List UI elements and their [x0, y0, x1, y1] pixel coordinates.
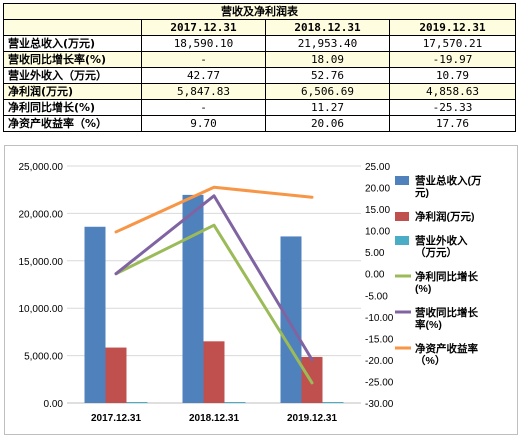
y-right-tick-label: 15.00 — [365, 205, 390, 216]
chart-container[interactable]: 0.00 5,000.00 10,000.00 15,000.00 20,000.00 2… — [4, 145, 518, 435]
y-right-tick-label: 20.00 — [365, 184, 390, 195]
table-cell[interactable]: 5,847.83 — [141, 83, 266, 100]
legend-swatch — [395, 236, 409, 245]
table-title[interactable]: 营收及净利润表 — [3, 3, 516, 20]
table-cell[interactable]: 18,590.10 — [141, 35, 266, 52]
bar — [126, 402, 148, 403]
row-label-nonop-income[interactable]: 营业外收入（万元） — [3, 67, 142, 84]
y-right-tick-label: -15.00 — [365, 334, 394, 345]
legend-label: （%） — [415, 354, 445, 367]
bar — [280, 236, 302, 403]
table-cell[interactable]: 6,506.69 — [265, 83, 390, 100]
table-cell[interactable]: 20.06 — [265, 115, 390, 132]
table-cell[interactable]: 17,570.21 — [389, 35, 516, 52]
series-line — [114, 185, 314, 234]
y-left-tick-label: 10,000.00 — [19, 304, 64, 315]
y-left-tick-label: 15,000.00 — [19, 257, 64, 268]
legend-label: 净利润(万元) — [415, 210, 475, 223]
x-tick-label: 2017.12.31 — [91, 413, 141, 424]
legend-label: 营收同比增长 — [415, 306, 478, 319]
bar — [84, 226, 106, 403]
table-cell[interactable]: -19.97 — [389, 51, 516, 68]
table-cell[interactable]: - — [141, 51, 266, 68]
x-tick-label: 2019.12.31 — [287, 413, 337, 424]
bar — [105, 347, 127, 403]
legend-swatch — [395, 212, 409, 221]
bar — [224, 402, 246, 403]
legend-label: 元) — [415, 187, 429, 199]
series-line — [114, 194, 314, 362]
financial-table: 营收及净利润表 2017.12.31 2018.12.31 2019.12.31… — [3, 3, 516, 132]
table-cell[interactable]: 18.09 — [265, 51, 390, 68]
y-left-tick-label: 25,000.00 — [19, 162, 64, 173]
table-cell[interactable]: 10.79 — [389, 67, 516, 84]
table-cell[interactable]: 17.76 — [389, 115, 516, 132]
legend-label: 率(%) — [415, 318, 442, 331]
table-cell[interactable]: 21,953.40 — [265, 35, 390, 52]
table-cell[interactable]: 42.77 — [141, 67, 266, 84]
legend-label: （万元） — [415, 246, 457, 259]
legend-label: 营业总收入(万 — [415, 174, 482, 187]
legend-label: 营业外收入 — [415, 234, 468, 247]
row-label-revenue[interactable]: 营业总收入(万元) — [3, 35, 142, 52]
bar — [322, 402, 344, 403]
table-cell[interactable]: 4,858.63 — [389, 83, 516, 100]
header-cell-2017[interactable]: 2017.12.31 — [141, 19, 266, 36]
combo-chart[interactable]: 0.00 5,000.00 10,000.00 15,000.00 20,000.00 2… — [5, 146, 517, 434]
header-cell-empty[interactable] — [3, 19, 142, 36]
table-cell[interactable]: 9.70 — [141, 115, 266, 132]
legend-label: 净资产收益率 — [415, 342, 478, 355]
y-right-tick-label: -25.00 — [365, 377, 394, 388]
y-left-tick-label: 0.00 — [44, 399, 64, 410]
row-label-roe[interactable]: 净资产收益率（%） — [3, 115, 142, 132]
legend-label: 净利同比增长 — [415, 270, 478, 283]
y-left-tick-label: 20,000.00 — [19, 209, 64, 220]
table-cell[interactable]: 52.76 — [265, 67, 390, 84]
table-cell[interactable]: -25.33 — [389, 99, 516, 116]
row-label-profit-growth[interactable]: 净利同比增长(%) — [3, 99, 142, 116]
legend-swatch — [395, 176, 409, 185]
legend-label: (%) — [415, 283, 431, 295]
y-left-tick-label: 5,000.00 — [24, 352, 63, 363]
bar — [182, 194, 204, 403]
header-cell-2019[interactable]: 2019.12.31 — [389, 19, 516, 36]
table-cell[interactable]: - — [141, 99, 266, 116]
row-label-net-profit[interactable]: 净利润(万元) — [3, 83, 142, 100]
header-cell-2018[interactable]: 2018.12.31 — [265, 19, 390, 36]
y-right-tick-label: 10.00 — [365, 227, 390, 238]
y-right-tick-label: -10.00 — [365, 313, 394, 324]
y-right-tick-label: 5.00 — [365, 248, 385, 259]
y-right-tick-label: -30.00 — [365, 399, 394, 410]
series-line — [114, 223, 314, 385]
y-right-tick-label: -20.00 — [365, 356, 394, 367]
row-label-revenue-growth[interactable]: 营收同比增长率(%) — [3, 51, 142, 68]
table-cell[interactable]: 11.27 — [265, 99, 390, 116]
x-tick-label: 2018.12.31 — [189, 413, 239, 424]
y-right-tick-label: 0.00 — [365, 270, 385, 281]
bar — [203, 341, 225, 403]
spreadsheet-area: 营收及净利润表 2017.12.31 2018.12.31 2019.12.31… — [0, 0, 520, 135]
bar — [301, 356, 323, 403]
y-right-tick-label: -5.00 — [365, 291, 388, 302]
y-right-tick-label: 25.00 — [365, 162, 390, 173]
